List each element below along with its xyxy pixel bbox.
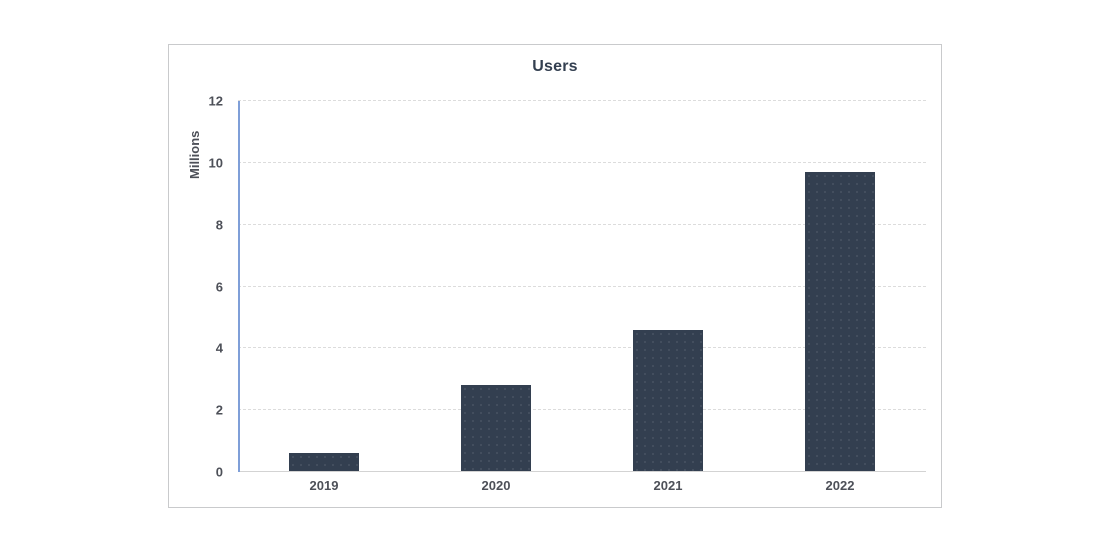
gridline	[238, 100, 926, 101]
y-tick-label: 10	[208, 155, 223, 171]
bar-slot	[582, 101, 754, 472]
x-tick-label: 2020	[481, 478, 511, 493]
x-tick-label: 2021	[653, 478, 683, 493]
chart-title: Users	[532, 58, 578, 75]
bar-2021	[633, 329, 703, 472]
chart-card: Users Millions 0 2 4 6 8 10 12 2019 2020 2021 202…	[168, 44, 942, 508]
y-tick-label: 8	[215, 217, 223, 233]
y-tick-label: 4	[215, 340, 223, 356]
y-tick-label: 0	[215, 464, 223, 480]
plot-area	[238, 100, 926, 472]
bar-2020	[461, 385, 531, 472]
y-axis-line	[238, 101, 240, 472]
x-axis-labels: 2019 2020 2021 2022	[238, 478, 926, 493]
gridline	[238, 161, 926, 163]
x-tick-label: 2019	[309, 478, 339, 493]
bar-slot	[238, 101, 410, 472]
bars-row	[238, 101, 926, 472]
bar-2022	[805, 172, 875, 472]
bar-slot	[410, 101, 582, 472]
gridline	[238, 409, 926, 411]
x-axis-line	[238, 471, 926, 472]
gridline	[238, 223, 926, 225]
gridline	[238, 285, 926, 287]
bar-2019	[289, 453, 359, 472]
y-tick-label: 6	[215, 279, 223, 294]
y-axis-ticks: 0 2 4 6 8 10 12	[169, 95, 231, 479]
gridline	[238, 347, 926, 349]
x-tick-label: 2022	[825, 478, 855, 493]
y-tick-label: 2	[215, 402, 223, 418]
y-tick-label: 12	[208, 93, 223, 109]
bar-slot	[754, 101, 926, 472]
